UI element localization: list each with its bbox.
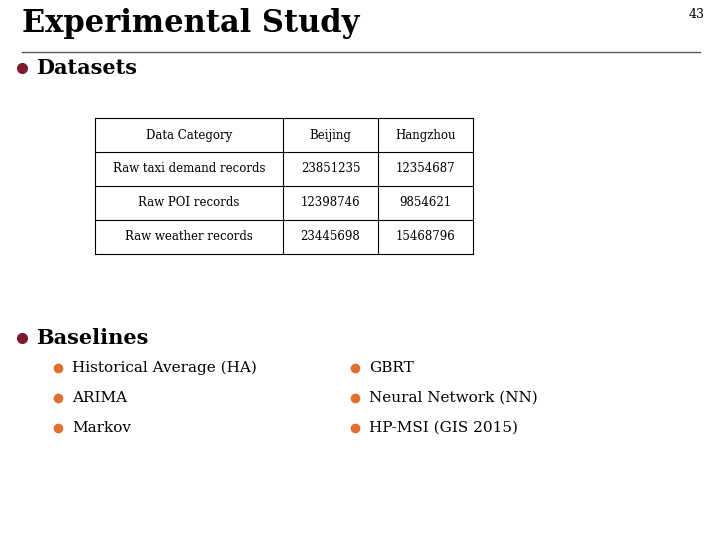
Text: Beijing: Beijing	[310, 129, 351, 141]
Text: 15468796: 15468796	[395, 231, 455, 244]
Text: 23851235: 23851235	[301, 163, 360, 176]
Text: GBRT: GBRT	[369, 361, 414, 375]
Text: 9854621: 9854621	[400, 197, 451, 210]
Text: 23445698: 23445698	[301, 231, 361, 244]
Text: Markov: Markov	[72, 421, 131, 435]
Text: Neural Network (NN): Neural Network (NN)	[369, 391, 538, 405]
Text: Historical Average (HA): Historical Average (HA)	[72, 361, 257, 375]
Text: ARIMA: ARIMA	[72, 391, 127, 405]
Text: Hangzhou: Hangzhou	[395, 129, 456, 141]
Text: Experimental Study: Experimental Study	[22, 8, 359, 39]
Text: Raw POI records: Raw POI records	[138, 197, 240, 210]
Text: 43: 43	[689, 8, 705, 21]
Text: HP-MSI (GIS 2015): HP-MSI (GIS 2015)	[369, 421, 518, 435]
Text: Data Category: Data Category	[146, 129, 232, 141]
Text: Raw taxi demand records: Raw taxi demand records	[113, 163, 265, 176]
Text: Datasets: Datasets	[36, 58, 137, 78]
Text: Baselines: Baselines	[36, 328, 148, 348]
Text: 12354687: 12354687	[396, 163, 455, 176]
Text: Raw weather records: Raw weather records	[125, 231, 253, 244]
Text: 12398746: 12398746	[301, 197, 360, 210]
